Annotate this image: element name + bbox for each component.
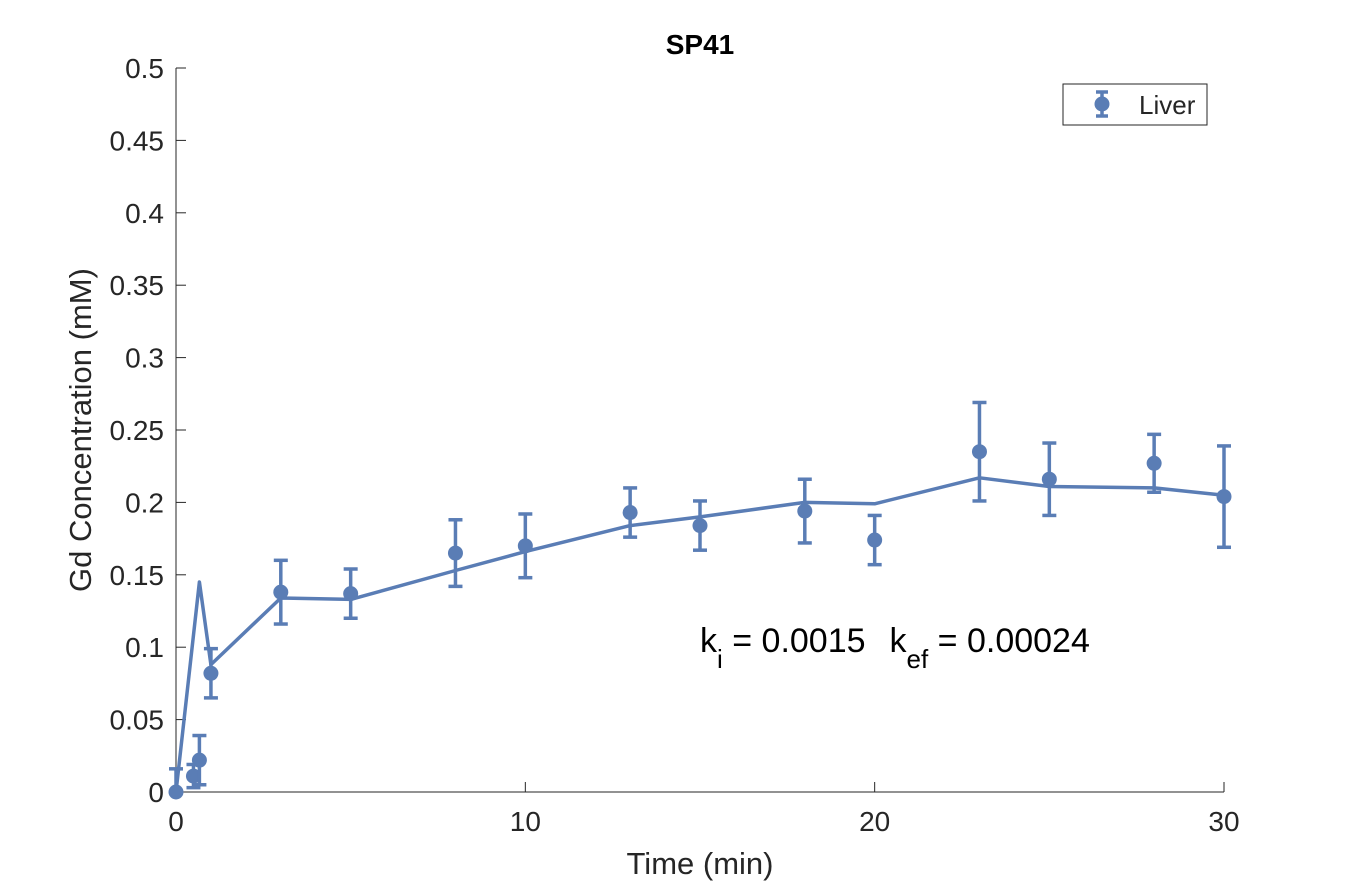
data-marker — [1041, 471, 1057, 487]
legend-marker-icon — [1094, 90, 1110, 118]
y-tick-label: 0.1 — [125, 632, 164, 663]
x-tick-label: 10 — [510, 806, 541, 837]
ki-symbol: k — [700, 622, 718, 660]
legend: Liver — [1062, 83, 1208, 126]
data-point — [692, 499, 708, 552]
kef-value: = 0.00024 — [928, 622, 1090, 660]
y-axis: 0 0.05 0.1 0.15 0.2 0.25 0.3 0.35 0.4 0.45 0.5 — [110, 53, 186, 808]
kef-subscript: ef — [907, 644, 929, 674]
data-marker — [185, 768, 201, 784]
x-axis-label: Time (min) — [627, 846, 774, 881]
data-point — [867, 513, 883, 567]
data-point — [1216, 444, 1232, 550]
data-marker — [867, 532, 883, 548]
x-tick-label: 20 — [859, 806, 890, 837]
y-tick-label: 0.2 — [125, 487, 164, 518]
errorbar-layer — [168, 400, 1232, 800]
data-point — [273, 558, 289, 626]
data-point — [971, 400, 987, 503]
y-tick-label: 0.15 — [110, 560, 165, 591]
legend-marker-dot — [1094, 96, 1110, 112]
ki-value: = 0.0015 — [723, 622, 866, 660]
y-tick-label: 0.45 — [110, 125, 165, 156]
data-marker — [168, 784, 184, 800]
kinetic-annotation: ki = 0.0015 kef = 0.00024 — [700, 622, 1090, 674]
data-marker — [191, 752, 207, 768]
y-tick-label: 0.35 — [110, 270, 165, 301]
y-tick-label: 0.05 — [110, 705, 165, 736]
y-tick-label: 0.5 — [125, 53, 164, 84]
data-marker — [692, 518, 708, 534]
data-point — [622, 486, 638, 539]
y-tick-label: 0.25 — [110, 415, 165, 446]
data-marker — [343, 586, 359, 602]
data-point — [343, 567, 359, 620]
x-tick-label: 30 — [1208, 806, 1239, 837]
data-point — [1041, 441, 1057, 518]
y-tick-label: 0.4 — [125, 198, 164, 229]
data-marker — [1216, 489, 1232, 505]
data-marker — [971, 444, 987, 460]
data-marker — [622, 505, 638, 521]
ki-subscript: i — [717, 644, 723, 674]
data-point — [1146, 432, 1162, 495]
y-tick-label: 0 — [148, 777, 164, 808]
data-point — [168, 767, 184, 800]
y-tick-label: 0.3 — [125, 343, 164, 374]
data-marker — [1146, 455, 1162, 471]
data-point — [203, 646, 219, 700]
kef-symbol: k — [890, 622, 908, 660]
data-point — [191, 733, 207, 787]
data-marker — [273, 584, 289, 600]
data-point — [797, 477, 813, 545]
x-tick-label: 0 — [168, 806, 184, 837]
y-axis-label: Gd Concentration (mM) — [63, 268, 98, 592]
legend-box — [1062, 83, 1208, 126]
data-marker — [797, 503, 813, 519]
data-point — [517, 512, 533, 580]
data-marker — [517, 538, 533, 554]
data-point — [447, 518, 463, 589]
data-marker — [203, 665, 219, 681]
chart-title: SP41 — [666, 29, 735, 60]
legend-label-liver: Liver — [1139, 90, 1196, 120]
x-axis: 0 10 20 30 — [168, 782, 1240, 837]
data-marker — [447, 545, 463, 561]
